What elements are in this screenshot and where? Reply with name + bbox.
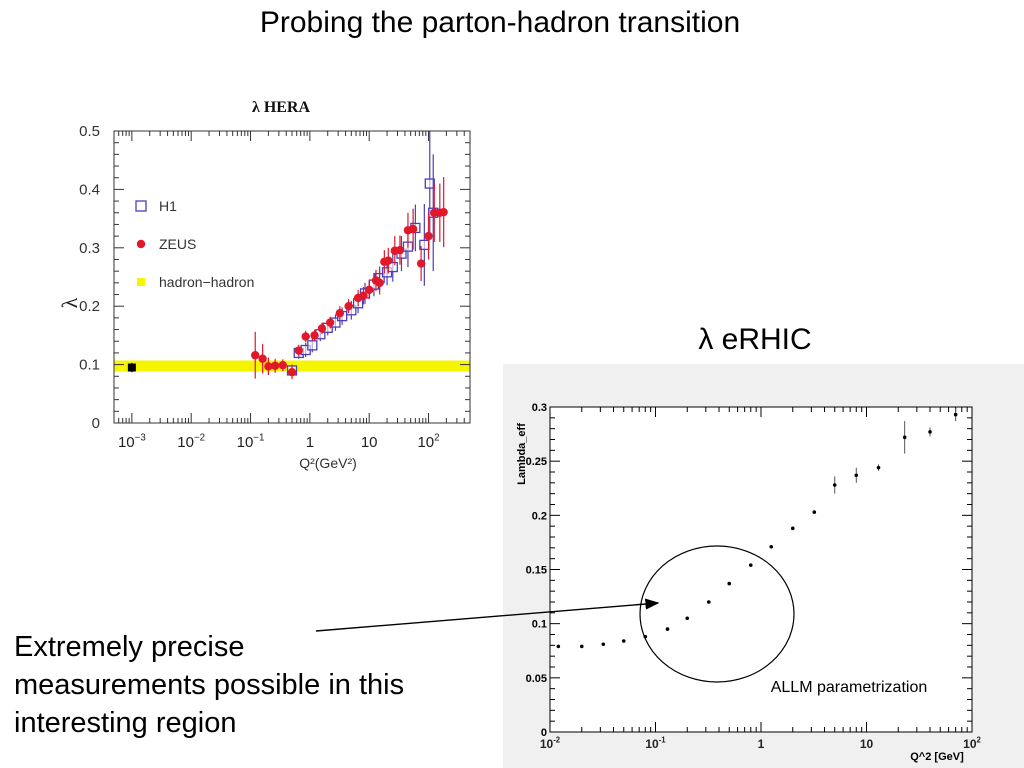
zeus-data-point (364, 285, 374, 295)
erhic-data-point (748, 563, 753, 567)
y-tick-label: 0.5 (79, 123, 100, 140)
callout-text: Extremely precise measurements possible … (14, 628, 494, 742)
zeus-data-point (310, 331, 319, 340)
zeus-data-point (359, 291, 368, 300)
erhic-data-point (790, 526, 795, 531)
legend-label: H1 (159, 198, 177, 214)
erhic-data-point (665, 627, 670, 631)
y-tick-label: 0.2 (532, 510, 547, 522)
y-tick-label: 0.3 (532, 402, 547, 414)
zeus-data-point (344, 302, 353, 311)
hera-background (40, 88, 480, 473)
erhic-data-point (706, 600, 711, 604)
zeus-data-point (384, 256, 393, 265)
h1-data-point (381, 267, 393, 278)
y-tick-label: 0.2 (79, 298, 100, 315)
erhic-chart-title: λ eRHIC (698, 323, 812, 356)
hadron-point (127, 363, 136, 372)
erhic-data-point (643, 634, 648, 639)
erhic-data-point (769, 544, 774, 549)
x-tick-label: 10 (860, 737, 874, 751)
y-tick-label: 0.3 (79, 240, 100, 257)
erhic-data-point (928, 430, 932, 434)
erhic-data-point (621, 639, 626, 643)
allm-annotation: ALLM parametrization (771, 679, 928, 696)
zeus-data-point (264, 362, 273, 371)
zeus-data-point (301, 332, 310, 341)
erhic-lambda-chart: 0 0.05 0.1 0.15 0.2 0.25 0.3 10-2 10-1 1 10 102 Lamb… (503, 364, 1024, 768)
erhic-x-axis-label: Q^2 [GeV] (910, 751, 964, 763)
erhic-y-axis-label: Lambda_eff (516, 423, 528, 485)
h1-data-point (307, 340, 318, 351)
x-tick-label: 1 (306, 434, 314, 451)
erhic-data-point (812, 510, 817, 514)
x-tick-label: 10-2 (540, 736, 561, 751)
zeus-data-point (270, 361, 280, 370)
y-tick-label: 0.1 (532, 619, 547, 631)
x-tick-label: 1 (758, 737, 765, 751)
erhic-data-point (556, 644, 561, 649)
erhic-data-point (579, 644, 584, 649)
zeus-data-point (395, 245, 405, 255)
y-tick-label: 0 (541, 727, 547, 739)
erhic-data-point (727, 581, 732, 586)
y-tick-label: 0.4 (79, 181, 100, 198)
x-tick-label: 102 (417, 432, 439, 451)
zeus-data-point (287, 367, 297, 377)
erhic-data-point (902, 435, 907, 440)
hera-y-axis-label: λ (57, 297, 82, 308)
slide-title: Probing the parton-hadron transition (259, 6, 741, 39)
y-tick-label: 0.05 (526, 673, 547, 685)
x-tick-label: 10-1 (645, 736, 666, 751)
x-tick-label: 102 (963, 736, 981, 751)
y-tick-label: 0.25 (526, 456, 547, 468)
legend-h1-marker (135, 200, 147, 212)
hera-x-axis-label: Q²(GeV²) (299, 455, 357, 471)
zeus-data-point (375, 278, 384, 288)
erhic-data-point (854, 473, 859, 478)
erhic-data-point (832, 483, 837, 487)
x-tick-label: 10−3 (118, 432, 146, 451)
zeus-data-point (317, 324, 327, 333)
erhic-data-point (601, 642, 606, 647)
callout-line: measurements possible in this (14, 669, 405, 701)
y-tick-label: 0 (92, 415, 100, 432)
legend-zeus-marker (136, 239, 146, 249)
x-tick-label: 10 (361, 434, 378, 451)
zeus-data-point (294, 346, 303, 355)
x-tick-label: 10−2 (177, 432, 205, 451)
zeus-data-point (408, 224, 418, 234)
zeus-data-point (251, 351, 260, 360)
hera-chart-title: λ HERA (252, 99, 311, 116)
x-tick-label: 10−1 (237, 432, 265, 451)
erhic-data-point (685, 616, 690, 621)
zeus-data-point (278, 360, 288, 370)
callout-line: interesting region (14, 707, 237, 739)
zeus-data-point (258, 354, 267, 363)
hera-lambda-chart: 0 0.1 0.2 0.3 0.4 0.5 10−3 10−2 10−1 1 10 102 λ HERA… (40, 88, 480, 473)
zeus-data-point (424, 231, 433, 241)
legend-label: ZEUS (159, 236, 196, 252)
zeus-data-point (335, 309, 345, 318)
zeus-data-point (325, 318, 335, 327)
zeus-data-point (416, 259, 426, 268)
legend-label: hadron−hadron (159, 274, 254, 290)
erhic-data-point (876, 465, 881, 470)
legend-hadron-marker (137, 278, 145, 286)
y-tick-label: 0.15 (526, 565, 547, 577)
callout-line: Extremely precise (14, 631, 245, 663)
y-tick-label: 0.1 (79, 357, 100, 374)
erhic-data-point (953, 412, 958, 417)
zeus-data-point (439, 207, 448, 217)
